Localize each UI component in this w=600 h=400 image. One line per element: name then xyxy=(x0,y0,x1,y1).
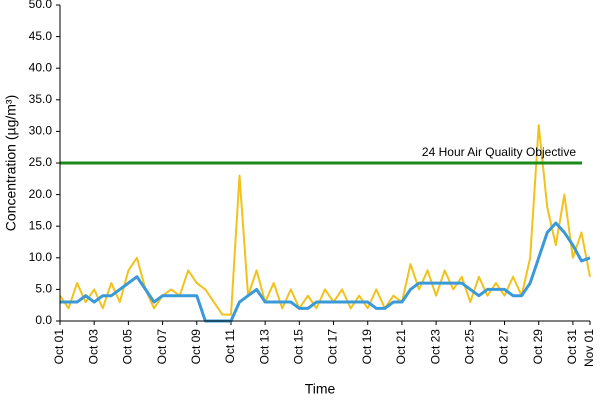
x-tick-label: Oct 07 xyxy=(155,329,169,365)
x-tick-label: Oct 11 xyxy=(223,329,237,364)
x-tick-label: Oct 17 xyxy=(326,329,340,365)
x-tick-label: Oct 15 xyxy=(292,329,306,365)
x-tick-label: Oct 25 xyxy=(462,329,476,365)
x-tick-label: Oct 31 xyxy=(565,329,579,365)
y-tick-label: 30.0 xyxy=(29,124,53,138)
objective-label: 24 Hour Air Quality Objective xyxy=(422,145,576,159)
y-tick-label: 40.0 xyxy=(29,60,53,74)
x-axis-label: Time xyxy=(305,381,336,397)
y-tick-label: 35.0 xyxy=(29,92,53,106)
x-tick-label: Oct 03 xyxy=(86,329,100,365)
x-tick-label: Oct 05 xyxy=(121,329,135,365)
y-tick-label: 45.0 xyxy=(29,29,53,43)
y-axis-label: Concentration (µg/m³) xyxy=(3,95,19,231)
x-tick-label: Oct 19 xyxy=(360,329,374,365)
x-tick-label: Oct 23 xyxy=(428,329,442,365)
series-line xyxy=(60,221,591,323)
y-tick-label: 20.0 xyxy=(29,187,53,201)
y-tick-label: 15.0 xyxy=(29,218,53,232)
y-tick-label: 50.0 xyxy=(29,0,53,11)
y-tick-label: 10.0 xyxy=(29,250,53,264)
x-tick-label: Oct 09 xyxy=(189,329,203,365)
x-tick-label: Nov 01 xyxy=(582,329,596,367)
x-tick-label: Oct 13 xyxy=(257,329,271,365)
x-tick-label: Oct 21 xyxy=(394,329,408,365)
x-tick-label: Oct 29 xyxy=(531,329,545,365)
y-tick-label: 5.0 xyxy=(35,282,52,296)
y-tick-label: 25.0 xyxy=(29,155,53,169)
x-tick-label: Oct 27 xyxy=(497,329,511,365)
x-tick-label: Oct 01 xyxy=(52,329,66,365)
y-tick-label: 0.0 xyxy=(35,313,52,327)
